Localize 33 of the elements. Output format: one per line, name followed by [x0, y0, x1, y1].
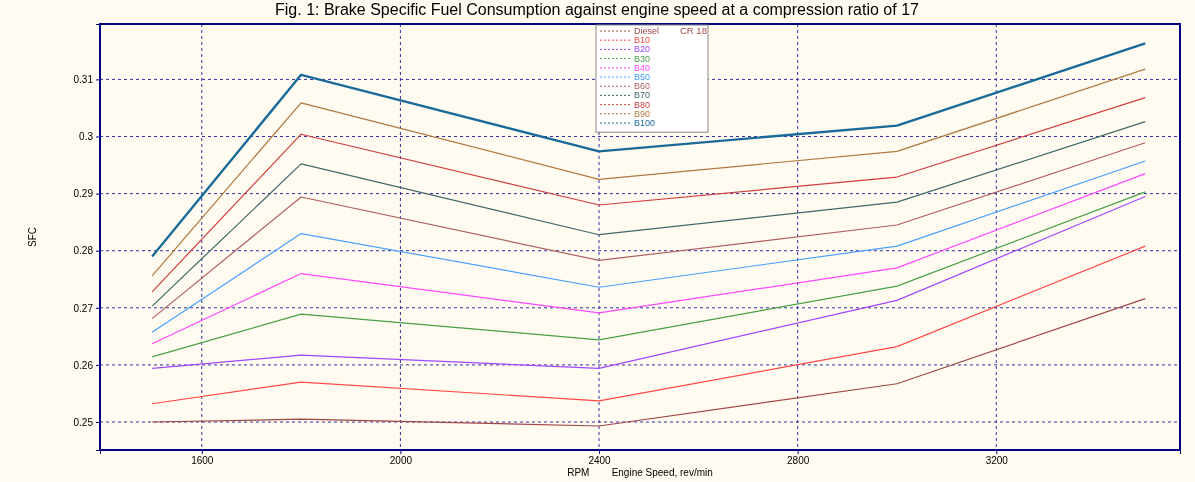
x-tick-label: 1600	[191, 455, 214, 467]
x-axis-title: RPM Engine Speed, rev/min	[567, 467, 713, 478]
legend-label: B40	[634, 62, 651, 73]
legend-title: CR 18	[680, 25, 707, 36]
legend-label: B70	[634, 90, 651, 101]
y-tick-label: 0.31	[73, 74, 94, 86]
legend-label: B50	[634, 72, 651, 82]
chart-title: Fig. 1: Brake Specific Fuel Consumption against engine speed at a compression ratio of 17	[275, 1, 920, 18]
y-tick-label: 0.26	[73, 359, 94, 371]
legend-label: Diesel	[634, 26, 660, 36]
legend-label: B80	[634, 99, 651, 110]
x-tick-label: 2000	[389, 455, 413, 467]
x-tick-label: 2400	[588, 455, 612, 467]
y-tick-label: 0.3	[79, 131, 94, 143]
legend-label: B60	[634, 81, 651, 92]
x-tick-label: 3200	[985, 455, 1009, 467]
legend-label: B10	[634, 35, 651, 46]
y-tick-label: 0.25	[73, 416, 94, 428]
line-series	[151, 121, 1146, 307]
line-series	[151, 142, 1146, 320]
legend-label: B30	[634, 53, 651, 64]
y-tick-label: 0.28	[73, 245, 94, 257]
y-tick-label: 0.29	[73, 188, 94, 200]
y-axis-title: SFC	[27, 227, 38, 247]
line-series	[150, 42, 1147, 258]
line-series	[151, 97, 1146, 293]
line-series	[151, 298, 1146, 427]
legend-label: B20	[634, 44, 651, 55]
x-tick-label: 2800	[787, 455, 810, 467]
legend-label: B90	[634, 108, 651, 119]
line-series	[151, 245, 1146, 405]
legend-label: B100	[634, 118, 656, 128]
y-tick-label: 0.27	[73, 302, 94, 314]
